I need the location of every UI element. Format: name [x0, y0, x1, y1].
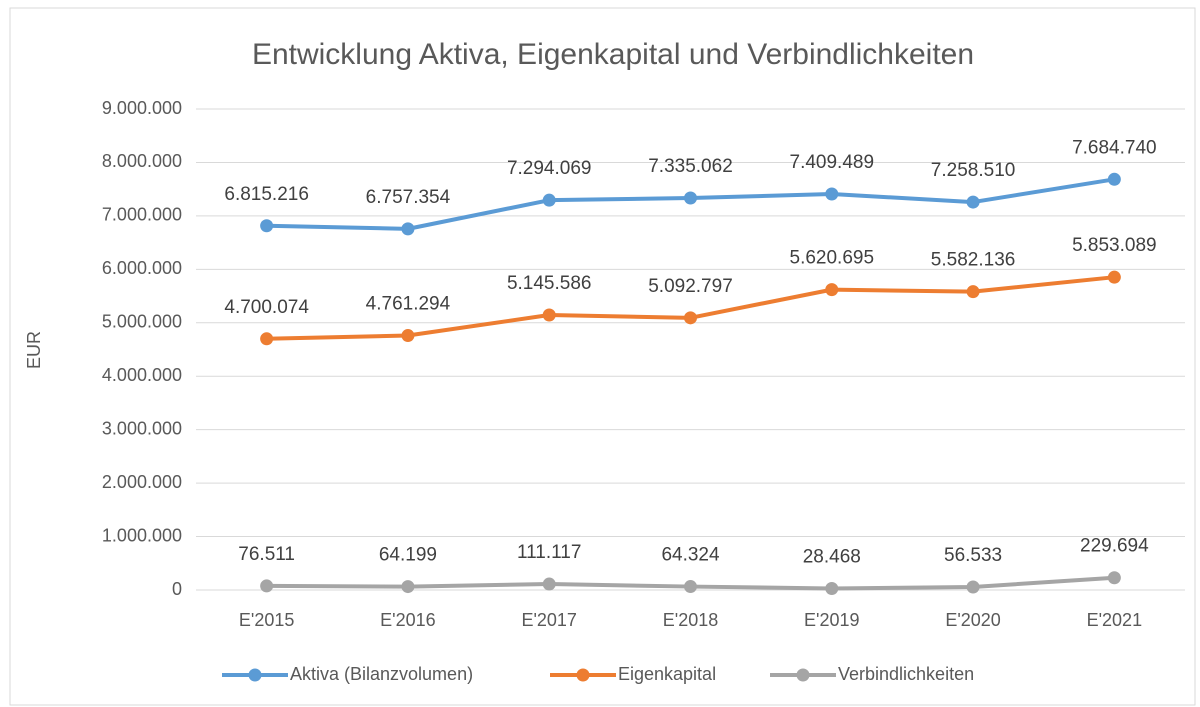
marker	[401, 329, 415, 343]
data-label: 111.117	[517, 542, 581, 563]
data-label: 7.409.489	[790, 152, 875, 173]
y-tick-label: 8.000.000	[102, 151, 182, 171]
legend-marker	[796, 668, 810, 682]
y-tick-label: 4.000.000	[102, 365, 182, 385]
legend-label: Verbindlichkeiten	[838, 664, 974, 684]
data-label: 5.620.695	[790, 248, 875, 269]
x-tick-label: E'2021	[1087, 610, 1143, 630]
chart-title: Entwicklung Aktiva, Eigenkapital und Ver…	[252, 38, 974, 71]
y-tick-label: 5.000.000	[102, 312, 182, 332]
data-label: 5.582.136	[931, 250, 1016, 271]
marker	[260, 579, 274, 593]
data-label: 5.853.089	[1072, 235, 1157, 256]
data-label: 5.092.797	[648, 276, 733, 297]
marker	[684, 580, 697, 594]
data-label: 6.815.216	[224, 184, 309, 205]
marker	[1107, 571, 1121, 585]
legend-marker	[576, 668, 590, 682]
marker	[401, 580, 415, 594]
x-tick-label: E'2018	[663, 610, 719, 630]
y-tick-label: 1.000.000	[102, 525, 182, 545]
data-label: 7.258.510	[931, 160, 1016, 181]
legend-marker	[248, 668, 262, 682]
marker	[966, 285, 980, 299]
data-label: 4.700.074	[224, 297, 309, 318]
marker	[825, 283, 839, 297]
marker	[542, 577, 556, 591]
marker	[1107, 172, 1121, 186]
data-label: 64.324	[661, 545, 720, 566]
legend-label: Aktiva (Bilanzvolumen)	[290, 664, 473, 684]
data-label: 7.294.069	[507, 158, 592, 179]
data-label: 64.199	[379, 545, 437, 566]
marker	[260, 219, 274, 233]
y-tick-label: 7.000.000	[102, 205, 182, 225]
marker	[1107, 270, 1121, 284]
y-tick-label: 9.000.000	[102, 98, 182, 118]
marker	[966, 195, 980, 209]
data-label: 7.684.740	[1072, 137, 1157, 158]
data-label: 28.468	[803, 546, 861, 567]
marker	[684, 311, 697, 325]
marker	[401, 222, 415, 236]
marker	[542, 193, 556, 207]
marker	[966, 580, 980, 594]
y-axis-label: EUR	[24, 331, 44, 369]
data-label: 4.761.294	[366, 294, 451, 315]
marker	[825, 187, 839, 201]
data-label: 229.694	[1080, 536, 1149, 557]
data-label: 76.511	[238, 544, 295, 565]
marker	[825, 581, 839, 595]
x-tick-label: E'2015	[239, 610, 295, 630]
data-label: 5.145.586	[507, 273, 592, 294]
marker	[684, 191, 697, 205]
x-tick-label: E'2017	[521, 610, 577, 630]
data-label: 6.757.354	[366, 187, 451, 208]
marker	[260, 332, 274, 346]
y-tick-label: 0	[172, 579, 182, 599]
x-tick-label: E'2016	[380, 610, 436, 630]
marker	[542, 308, 556, 322]
legend-label: Eigenkapital	[618, 664, 716, 684]
y-tick-label: 2.000.000	[102, 472, 182, 492]
y-tick-label: 3.000.000	[102, 418, 182, 438]
chart-border	[9, 7, 1196, 706]
x-tick-label: E'2019	[804, 610, 860, 630]
y-tick-label: 6.000.000	[102, 258, 182, 278]
x-tick-label: E'2020	[945, 610, 1001, 630]
data-label: 7.335.062	[648, 156, 733, 177]
data-label: 56.533	[944, 545, 1002, 566]
